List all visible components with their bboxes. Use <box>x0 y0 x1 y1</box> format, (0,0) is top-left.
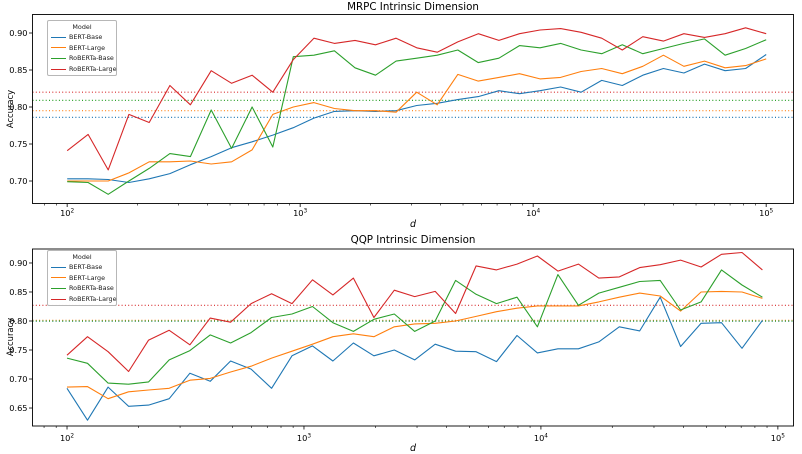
legend-swatch-bert-base <box>51 36 66 38</box>
y-tick-label: 0.80 <box>9 102 27 112</box>
legend-item-bert-large: BERT-Large <box>51 43 113 54</box>
legend-item-bert-large: BERT-Large <box>51 273 113 284</box>
plot-frame <box>32 14 794 204</box>
series-line-roberta-base <box>67 38 767 195</box>
series-line-bert-base <box>66 296 763 421</box>
chart-0: 102 103 104 105 0.70 0.75 0.80 0.85 0.90 <box>9 14 794 218</box>
series-line-bert-large <box>66 290 763 400</box>
legend-item-bert-base: BERT-Base <box>51 262 113 273</box>
legend-label: BERT-Base <box>69 33 103 41</box>
chart-title-qqp: QQP Intrinsic Dimension <box>350 234 476 246</box>
legend-swatch-bert-large <box>51 47 66 49</box>
legend-label: BERT-Base <box>69 263 103 271</box>
chart-1: 102 103 104 105 0.65 0.70 0.75 0.80 0.85 0.90 <box>9 248 794 443</box>
legend-label: BERT-Large <box>69 273 105 282</box>
series-line-roberta-base <box>66 269 763 385</box>
legend-swatch-roberta-base <box>51 57 66 59</box>
series-line-roberta-large <box>66 27 767 171</box>
y-tick-label: 0.75 <box>9 139 27 149</box>
y-tick-label: 0.90 <box>9 28 27 38</box>
legend-label: RoBERTa-Large <box>69 294 117 303</box>
x-tick-label: 104 <box>534 433 548 443</box>
y-tick-label: 0.80 <box>9 316 27 326</box>
legend-label: RoBERTa-Large <box>69 64 117 73</box>
legend-label: RoBERTa-Base <box>69 284 114 293</box>
legend-swatch-roberta-large <box>51 68 66 70</box>
legend-mrpc: Model BERT-Base BERT-Large RoBERTa-Base … <box>47 20 117 77</box>
y-axis-label-qqp: Accuracy <box>5 317 15 357</box>
legend-swatch-bert-large <box>51 277 66 279</box>
legend-item-roberta-large: RoBERTa-Large <box>51 64 117 75</box>
legend-label: RoBERTa-Base <box>69 54 114 63</box>
y-tick-label: 0.75 <box>9 345 27 355</box>
legend-swatch-roberta-base <box>51 287 66 289</box>
legend-item-roberta-base: RoBERTa-Base <box>51 283 114 294</box>
legend-swatch-roberta-large <box>51 298 66 300</box>
plot-frame <box>32 248 794 427</box>
x-axis-label-mrpc: d <box>409 219 417 230</box>
y-tick-label: 0.70 <box>9 374 27 384</box>
legend-swatch-bert-base <box>51 266 66 268</box>
legend-item-bert-base: BERT-Base <box>51 32 113 43</box>
y-tick-label: 0.90 <box>9 258 27 268</box>
x-tick-label: 105 <box>771 433 785 443</box>
chart-title-mrpc: MRPC Intrinsic Dimension <box>347 1 479 13</box>
legend-item-roberta-large: RoBERTa-Large <box>51 294 117 305</box>
legend-qqp: Model BERT-Base BERT-Large RoBERTa-Base … <box>47 250 117 307</box>
y-tick-label: 0.85 <box>9 287 27 297</box>
x-tick-label: 105 <box>759 208 773 218</box>
y-axis-label-mrpc: Accuracy <box>5 89 15 129</box>
x-tick-label: 103 <box>293 208 307 218</box>
legend-item-roberta-base: RoBERTa-Base <box>51 53 114 64</box>
x-tick-label: 102 <box>60 433 74 443</box>
x-tick-label: 104 <box>526 208 540 218</box>
x-tick-label: 103 <box>297 433 311 443</box>
x-tick-label: 102 <box>60 208 74 218</box>
legend-title: Model <box>72 23 92 31</box>
series-line-bert-large <box>67 54 767 182</box>
legend-label: BERT-Large <box>69 43 105 52</box>
series-line-roberta-large <box>66 251 763 373</box>
legend-title: Model <box>72 253 92 261</box>
y-tick-label: 0.85 <box>9 65 27 75</box>
y-tick-label: 0.65 <box>9 403 27 413</box>
y-tick-label: 0.70 <box>9 176 27 186</box>
series-line-bert-base <box>67 54 767 184</box>
